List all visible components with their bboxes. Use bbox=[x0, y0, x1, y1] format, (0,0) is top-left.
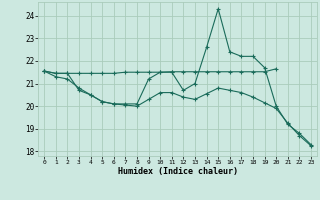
X-axis label: Humidex (Indice chaleur): Humidex (Indice chaleur) bbox=[118, 167, 238, 176]
